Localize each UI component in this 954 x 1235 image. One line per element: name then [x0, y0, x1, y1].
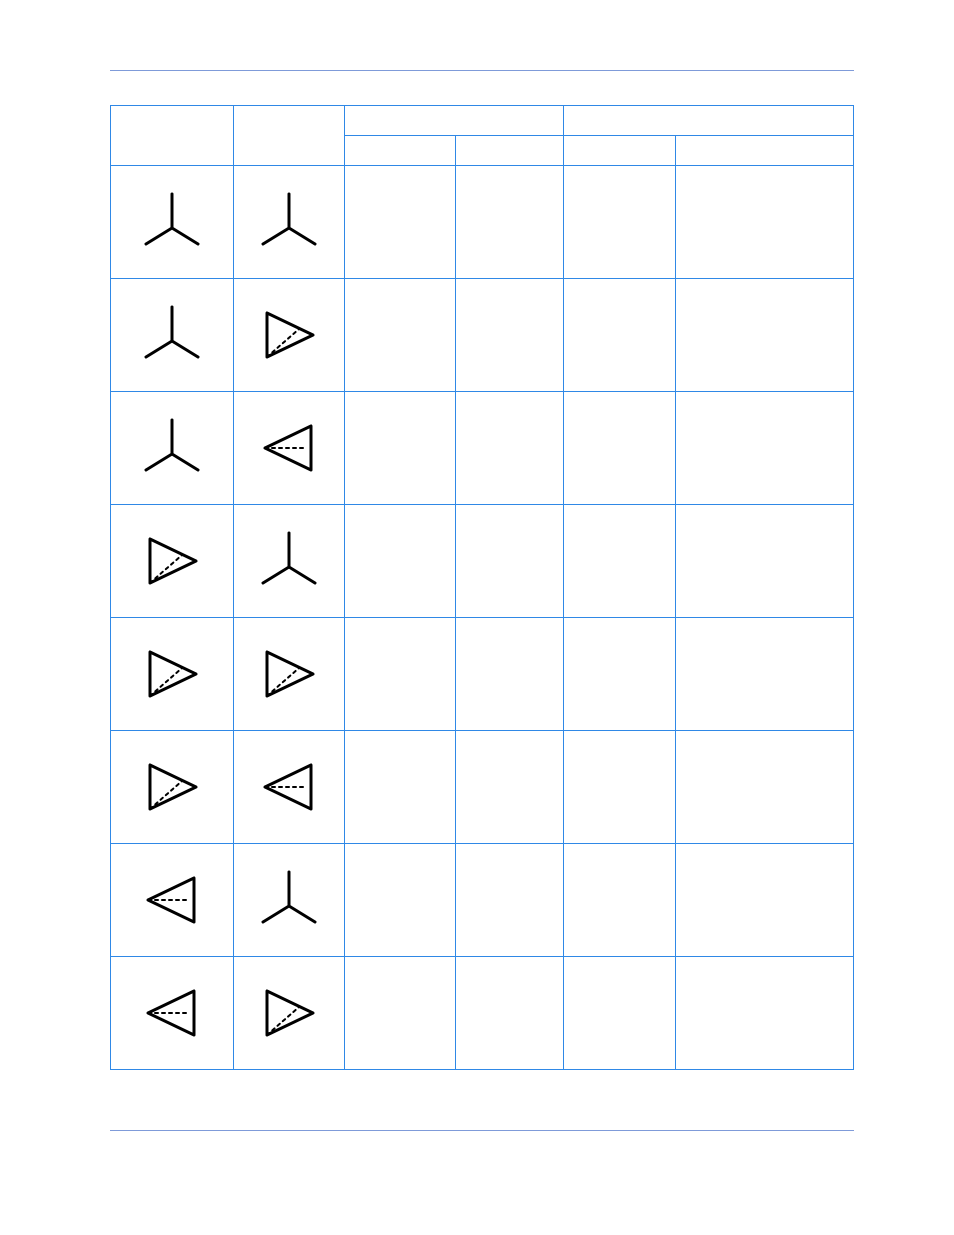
value-cell-g2b [675, 505, 853, 618]
delta-left-icon [132, 860, 212, 940]
value-cell-g1a [345, 957, 456, 1070]
delta-right-icon [132, 634, 212, 714]
delta-right-icon [249, 973, 329, 1053]
delta-right-icon [132, 747, 212, 827]
value-cell-g2a [564, 279, 675, 392]
secondary-symbol-cell [233, 618, 344, 731]
col-g2a-header [564, 136, 675, 166]
wye-icon [132, 182, 212, 262]
value-cell-g2b [675, 731, 853, 844]
value-cell-g1b [456, 279, 564, 392]
col-g1b-header [456, 136, 564, 166]
primary-symbol-cell [111, 505, 234, 618]
wye-icon [249, 521, 329, 601]
table-row [111, 844, 854, 957]
value-cell-g1b [456, 505, 564, 618]
value-cell-g2b [675, 166, 853, 279]
value-cell-g2a [564, 957, 675, 1070]
wye-icon [132, 295, 212, 375]
secondary-symbol-cell [233, 505, 344, 618]
header-rule [110, 70, 854, 71]
value-cell-g1a [345, 618, 456, 731]
table-row [111, 392, 854, 505]
delta-right-icon [132, 521, 212, 601]
value-cell-g1a [345, 844, 456, 957]
table-row [111, 505, 854, 618]
primary-symbol-cell [111, 166, 234, 279]
wye-icon [249, 182, 329, 262]
wye-icon [132, 408, 212, 488]
col-group2-header [564, 106, 854, 136]
value-cell-g2a [564, 731, 675, 844]
value-cell-g1b [456, 392, 564, 505]
delta-left-icon [249, 747, 329, 827]
value-cell-g2a [564, 844, 675, 957]
wye-icon [249, 860, 329, 940]
value-cell-g2b [675, 392, 853, 505]
primary-symbol-cell [111, 957, 234, 1070]
value-cell-g2a [564, 505, 675, 618]
table-row [111, 731, 854, 844]
value-cell-g1b [456, 957, 564, 1070]
delta-right-icon [249, 634, 329, 714]
value-cell-g2a [564, 618, 675, 731]
primary-symbol-cell [111, 392, 234, 505]
value-cell-g1a [345, 392, 456, 505]
value-cell-g1b [456, 844, 564, 957]
secondary-symbol-cell [233, 279, 344, 392]
winding-table [110, 105, 854, 1070]
delta-left-icon [249, 408, 329, 488]
value-cell-g1a [345, 166, 456, 279]
primary-symbol-cell [111, 618, 234, 731]
page [0, 0, 954, 1235]
table-row [111, 957, 854, 1070]
secondary-symbol-cell [233, 731, 344, 844]
value-cell-g1a [345, 731, 456, 844]
secondary-symbol-cell [233, 957, 344, 1070]
primary-symbol-cell [111, 844, 234, 957]
value-cell-g1a [345, 279, 456, 392]
primary-symbol-cell [111, 731, 234, 844]
secondary-symbol-cell [233, 166, 344, 279]
value-cell-g1b [456, 618, 564, 731]
value-cell-g2a [564, 166, 675, 279]
col-g2b-header [675, 136, 853, 166]
col-group1-header [345, 106, 564, 136]
delta-left-icon [132, 973, 212, 1053]
table-row [111, 279, 854, 392]
table-row [111, 618, 854, 731]
table-row [111, 166, 854, 279]
primary-symbol-cell [111, 279, 234, 392]
value-cell-g2a [564, 392, 675, 505]
value-cell-g2b [675, 957, 853, 1070]
col-primary-header [111, 106, 234, 166]
col-secondary-header [233, 106, 344, 166]
value-cell-g2b [675, 618, 853, 731]
value-cell-g2b [675, 844, 853, 957]
col-g1a-header [345, 136, 456, 166]
delta-right-icon [249, 295, 329, 375]
value-cell-g1b [456, 166, 564, 279]
value-cell-g2b [675, 279, 853, 392]
value-cell-g1a [345, 505, 456, 618]
secondary-symbol-cell [233, 392, 344, 505]
footer-rule [110, 1130, 854, 1131]
value-cell-g1b [456, 731, 564, 844]
secondary-symbol-cell [233, 844, 344, 957]
